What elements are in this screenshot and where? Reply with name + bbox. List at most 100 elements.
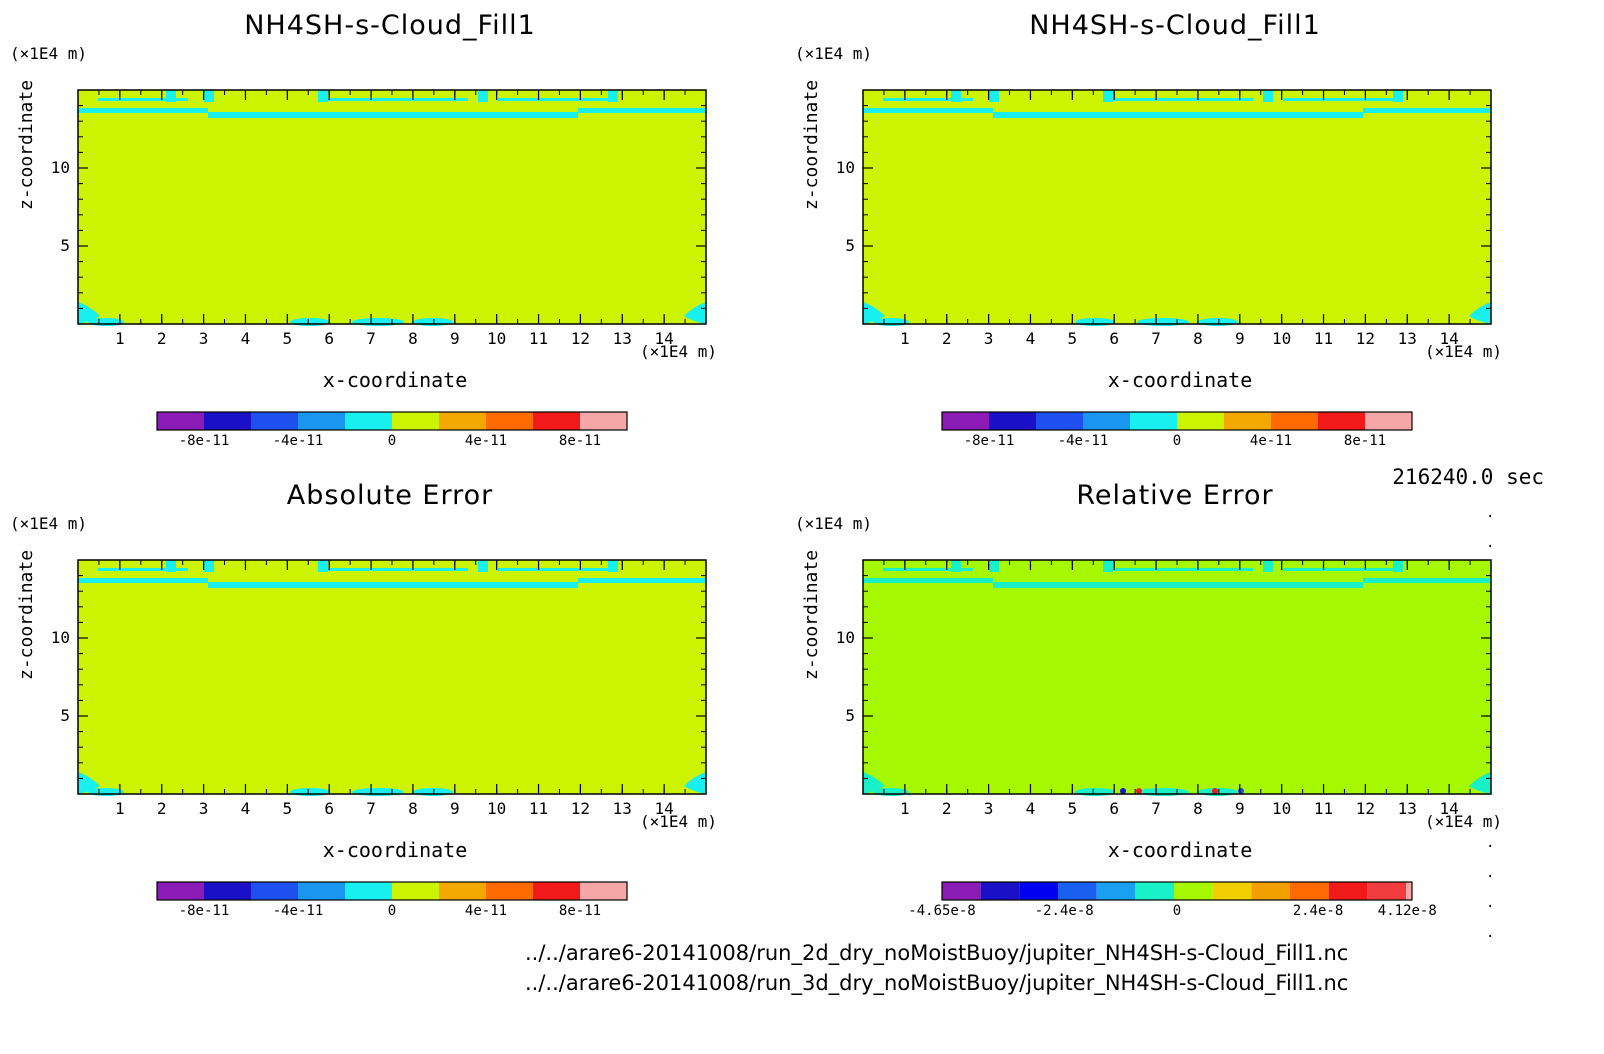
colorbar-label: -8e-11 xyxy=(179,903,230,919)
colorbar-segment xyxy=(298,882,345,900)
x-unit-label: (×1E4 m) xyxy=(640,812,718,831)
contour-band xyxy=(78,578,208,583)
panel-title: NH4SH-s-Cloud_Fill1 xyxy=(1029,10,1321,41)
x-tick-label: 11 xyxy=(1314,329,1333,348)
error-spot xyxy=(1136,788,1142,794)
error-spot xyxy=(1212,788,1218,794)
contour-blob xyxy=(352,318,404,326)
colorbar-segment xyxy=(580,882,627,900)
x-tick-label: 2 xyxy=(942,329,952,348)
colorbar-segment xyxy=(1096,882,1136,900)
time-label: 216240.0 sec xyxy=(1392,465,1544,489)
x-tick-label: 2 xyxy=(942,799,952,818)
colorbar: -8e-11 -4e-11 0 4e-11 8e-11 xyxy=(941,411,1413,449)
contour-blob xyxy=(166,90,176,102)
colorbar: -8e-11 -4e-11 0 4e-11 8e-11 xyxy=(156,411,628,449)
x-tick-label: 13 xyxy=(613,799,632,818)
colorbar-segment xyxy=(1290,882,1329,900)
contour-band xyxy=(1113,568,1253,571)
x-tick-label: 14 xyxy=(655,329,674,348)
contour-band xyxy=(1363,108,1491,113)
colorbar-label: 4e-11 xyxy=(1250,433,1292,449)
x-tick-label: 13 xyxy=(1398,329,1417,348)
colorbar-segment xyxy=(486,412,533,430)
contour-blob xyxy=(166,560,176,572)
x-unit-label: (×1E4 m) xyxy=(1425,812,1503,831)
contour-band xyxy=(78,108,208,113)
contour-band xyxy=(328,98,468,101)
colorbar-segment xyxy=(439,412,486,430)
contour-band xyxy=(1363,578,1491,583)
x-tick-label: 13 xyxy=(1398,799,1417,818)
colorbar-segment xyxy=(1365,412,1412,430)
contour-blob xyxy=(1263,90,1273,102)
contour-blob xyxy=(1075,788,1115,796)
contour-blob xyxy=(989,560,999,572)
x-tick-label: 2 xyxy=(157,799,167,818)
dot: . xyxy=(1486,895,1495,911)
x-axis-label: x-coordinate xyxy=(322,368,468,392)
x-tick-label: 1 xyxy=(900,329,910,348)
colorbar-frame xyxy=(156,411,628,431)
dot: . xyxy=(1486,535,1495,551)
colorbar-label: -2.4e-8 xyxy=(1035,903,1094,919)
contour-blob xyxy=(1263,560,1273,572)
colorbar-segment xyxy=(1058,882,1097,900)
x-tick-label: 10 xyxy=(1272,329,1291,348)
colorbar-segment xyxy=(942,412,989,430)
contour-blob xyxy=(290,788,330,796)
z-tick-label: 5 xyxy=(60,706,70,725)
x-axis-label: x-coordinate xyxy=(322,838,468,862)
colorbar-label: 2.4e-8 xyxy=(1293,903,1344,919)
z-unit-label: (×1E4 m) xyxy=(795,514,873,533)
colorbar-segment xyxy=(1251,882,1290,900)
x-tick-label: 14 xyxy=(1440,799,1459,818)
contour-blob xyxy=(863,302,885,324)
colorbar-label: -4.65e-8 xyxy=(908,903,975,919)
contour-blob xyxy=(951,90,961,102)
file-path-1: ../../arare6-20141008/run_2d_dry_noMoist… xyxy=(525,941,1349,965)
contour-blob xyxy=(1469,772,1491,794)
x-tick-label: 2 xyxy=(157,329,167,348)
x-tick-label: 1 xyxy=(115,329,125,348)
contour-band xyxy=(993,112,1363,118)
x-tick-label: 7 xyxy=(366,799,376,818)
colorbar-segment xyxy=(1328,882,1368,900)
x-tick-label: 4 xyxy=(241,799,251,818)
contour-band xyxy=(883,98,973,101)
x-tick-label: 10 xyxy=(1272,799,1291,818)
error-spot xyxy=(1120,788,1126,794)
file-path-2: ../../arare6-20141008/run_3d_dry_noMoist… xyxy=(525,971,1349,995)
contour-blob xyxy=(1393,560,1403,572)
x-tick-label: 8 xyxy=(1193,799,1203,818)
colorbar-label: 8e-11 xyxy=(1344,433,1386,449)
contour-band xyxy=(578,578,706,583)
colorbar-segment xyxy=(345,882,392,900)
contour-band xyxy=(498,98,608,101)
contour-blob xyxy=(1469,302,1491,324)
contour-blob xyxy=(863,772,885,794)
z-unit-label: (×1E4 m) xyxy=(795,44,873,63)
x-tick-label: 5 xyxy=(1068,799,1078,818)
contour-blob xyxy=(1137,318,1189,326)
x-tick-label: 12 xyxy=(1356,329,1375,348)
colorbar-segment xyxy=(1271,412,1318,430)
x-tick-label: 7 xyxy=(366,329,376,348)
dot: . xyxy=(1486,925,1495,941)
contour-band xyxy=(993,582,1363,588)
x-tick-label: 10 xyxy=(487,799,506,818)
contour-band xyxy=(498,568,608,571)
colorbar-segment xyxy=(533,412,580,430)
colorbar-segment xyxy=(251,882,298,900)
x-tick-label: 3 xyxy=(984,329,994,348)
panel-title: Absolute Error xyxy=(286,480,494,511)
contour-band xyxy=(883,568,973,571)
colorbar-segment xyxy=(1174,882,1213,900)
z-unit-label: (×1E4 m) xyxy=(10,514,88,533)
contour-blob xyxy=(204,90,214,102)
colorbar-label: 0 xyxy=(388,903,396,919)
contour-blob xyxy=(352,788,404,796)
contour-blob xyxy=(318,90,328,102)
contour-blob xyxy=(989,90,999,102)
z-unit-label: (×1E4 m) xyxy=(10,44,88,63)
